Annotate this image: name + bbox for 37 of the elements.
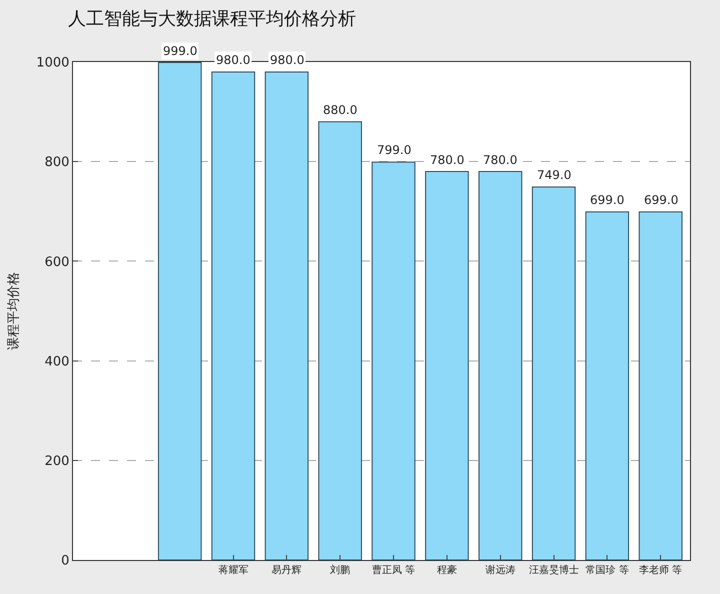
bar	[264, 71, 309, 560]
data-label: 699.0	[590, 193, 624, 207]
data-label: 699.0	[644, 193, 678, 207]
x-tick-label: 李老师 等	[639, 564, 682, 576]
x-tick-label: 易丹辉	[272, 564, 302, 576]
x-tick-label: 蒋耀军	[218, 564, 248, 576]
bar	[478, 171, 522, 560]
bar	[211, 71, 256, 560]
bar	[585, 211, 630, 560]
bar	[638, 211, 682, 560]
bar	[318, 121, 362, 560]
data-label: 880.0	[323, 103, 358, 117]
data-label: 780.0	[430, 153, 464, 167]
y-axis-title: 课程平均价格	[6, 272, 22, 350]
y-tick-label: 600	[44, 254, 70, 270]
bar	[372, 162, 416, 560]
y-tick-label: 0	[61, 554, 70, 569]
x-tick-label: 刘鹏	[330, 564, 350, 576]
data-label: 799.0	[377, 143, 412, 157]
chart-title: 人工智能与大数据课程平均价格分析	[68, 8, 356, 30]
x-tick-label: 常国珍 等	[586, 564, 629, 576]
x-tick-label: 曹正凤 等	[372, 564, 416, 576]
x-tick-label: 程豪	[436, 564, 457, 576]
data-label: 980.0	[270, 53, 304, 67]
x-tick-label: 谢远涛	[485, 564, 516, 576]
data-label: 780.0	[483, 153, 518, 167]
y-tick-label: 400	[44, 354, 70, 370]
y-tick-label: 200	[44, 454, 70, 469]
y-tick-label: 1000	[36, 56, 70, 71]
bar	[532, 186, 576, 560]
data-label: 749.0	[537, 168, 572, 182]
data-label: 980.0	[216, 53, 250, 67]
bar	[425, 171, 469, 560]
y-tick-label: 800	[44, 155, 70, 170]
data-label: 999.0	[163, 44, 198, 58]
x-tick-label: 汪嘉旻博士	[528, 564, 579, 576]
bar	[158, 62, 202, 560]
